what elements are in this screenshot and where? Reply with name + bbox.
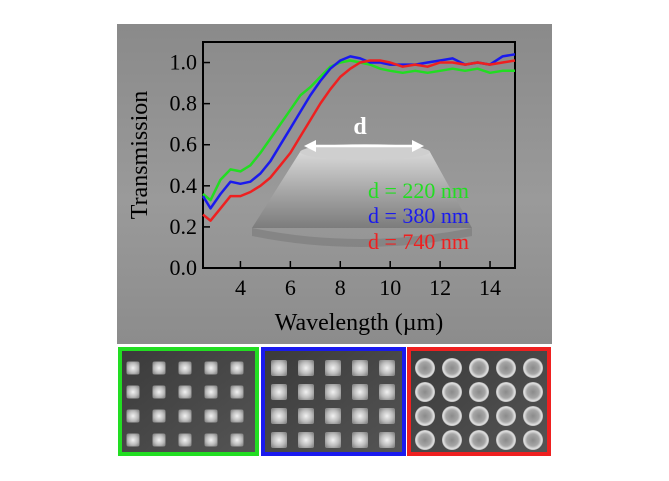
sem-feature bbox=[469, 406, 489, 426]
sem-feature bbox=[152, 433, 166, 447]
sem-feature bbox=[496, 382, 516, 402]
sem-feature bbox=[271, 432, 287, 448]
sem-feature bbox=[325, 384, 341, 400]
sem-feature bbox=[152, 361, 166, 375]
sem-feature bbox=[442, 382, 462, 402]
sem-feature bbox=[126, 361, 140, 375]
sem-feature bbox=[523, 406, 543, 426]
thumbnail-220 bbox=[118, 347, 259, 456]
d-label: d bbox=[353, 114, 367, 140]
legend-220: d = 220 nm bbox=[368, 178, 469, 203]
sem-feature bbox=[442, 358, 462, 378]
sem-feature bbox=[298, 384, 314, 400]
sem-feature bbox=[298, 360, 314, 376]
sem-feature bbox=[230, 433, 244, 447]
sem-feature bbox=[230, 361, 244, 375]
sem-feature bbox=[271, 360, 287, 376]
x-tick-label: 8 bbox=[335, 275, 346, 300]
y-axis-title: Transmission bbox=[127, 91, 153, 219]
plot-frame bbox=[202, 41, 516, 269]
sem-feature bbox=[271, 384, 287, 400]
sem-feature bbox=[126, 385, 140, 399]
sem-feature bbox=[415, 382, 435, 402]
y-tick-label: 0.0 bbox=[170, 255, 198, 280]
sem-feature bbox=[379, 384, 395, 400]
sem-feature bbox=[415, 430, 435, 450]
sem-feature bbox=[523, 382, 543, 402]
x-tick-label: 12 bbox=[429, 275, 451, 300]
sem-feature bbox=[352, 384, 368, 400]
sem-feature bbox=[178, 409, 192, 423]
sem-feature bbox=[496, 358, 516, 378]
sem-feature bbox=[442, 406, 462, 426]
y-tick-label: 0.8 bbox=[170, 91, 198, 116]
sem-feature bbox=[523, 358, 543, 378]
sem-feature bbox=[496, 430, 516, 450]
sem-feature bbox=[126, 409, 140, 423]
sem-feature bbox=[352, 432, 368, 448]
thumbnail-740 bbox=[407, 347, 551, 456]
series-line-3 bbox=[202, 59, 516, 222]
sem-feature bbox=[271, 408, 287, 424]
sem-feature bbox=[204, 385, 218, 399]
sem-feature bbox=[204, 361, 218, 375]
sem-feature bbox=[204, 409, 218, 423]
series-line-1 bbox=[202, 59, 515, 202]
x-tick-label: 4 bbox=[235, 275, 246, 300]
sem-feature bbox=[469, 430, 489, 450]
sem-feature bbox=[178, 385, 192, 399]
sem-feature bbox=[298, 432, 314, 448]
y-tick-label: 0.2 bbox=[170, 214, 198, 239]
series-layer bbox=[201, 53, 516, 222]
sem-feature bbox=[523, 430, 543, 450]
ticks-layer: 4 6 8 10 12 14 0.0 0.2 0.4 0.6 0.8 1.0 bbox=[170, 50, 502, 300]
sem-feature bbox=[352, 408, 368, 424]
sem-feature bbox=[178, 433, 192, 447]
legend-380: d = 380 nm bbox=[368, 203, 469, 228]
x-tick-label: 14 bbox=[479, 275, 501, 300]
sem-feature bbox=[469, 382, 489, 402]
sem-feature bbox=[379, 360, 395, 376]
series-line-2 bbox=[201, 53, 516, 210]
sem-feature bbox=[496, 406, 516, 426]
sem-feature bbox=[325, 408, 341, 424]
sem-feature bbox=[415, 406, 435, 426]
sem-feature bbox=[126, 433, 140, 447]
sem-feature bbox=[178, 361, 192, 375]
sem-feature bbox=[230, 385, 244, 399]
sem-feature bbox=[379, 432, 395, 448]
sem-feature bbox=[415, 358, 435, 378]
x-tick-label: 6 bbox=[285, 275, 296, 300]
y-tick-label: 1.0 bbox=[170, 50, 198, 75]
legend-740: d = 740 nm bbox=[368, 229, 469, 254]
sem-feature bbox=[379, 408, 395, 424]
sem-feature bbox=[152, 385, 166, 399]
sem-feature bbox=[442, 430, 462, 450]
thumbnail-380 bbox=[261, 347, 406, 456]
sem-feature bbox=[230, 409, 244, 423]
y-tick-label: 0.6 bbox=[170, 132, 198, 157]
sem-feature bbox=[298, 408, 314, 424]
sem-feature bbox=[325, 432, 341, 448]
sem-feature bbox=[469, 358, 489, 378]
y-tick-label: 0.4 bbox=[170, 173, 198, 198]
sem-feature bbox=[204, 433, 218, 447]
sem-feature bbox=[352, 360, 368, 376]
x-tick-label: 10 bbox=[379, 275, 401, 300]
sem-pillar bbox=[252, 144, 472, 247]
x-axis-title: Wavelength (µm) bbox=[275, 310, 444, 336]
d-annotation: d bbox=[304, 114, 424, 152]
sem-feature bbox=[152, 409, 166, 423]
sem-feature bbox=[325, 360, 341, 376]
